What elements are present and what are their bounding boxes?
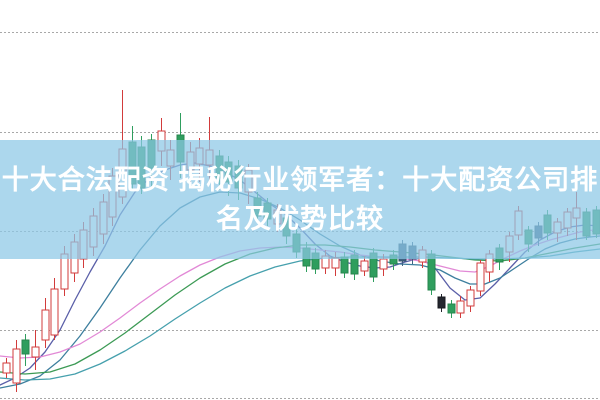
headline-line-2: 名及优势比较 <box>216 203 384 234</box>
ma-slow-green <box>0 243 600 375</box>
headline-overlay: 十大合法配资 揭秘行业领军者：十大配资公司排 名及优势比较 <box>0 140 600 259</box>
headline-line-1: 十大合法配资 揭秘行业领军者：十大配资公司排 <box>1 164 599 195</box>
